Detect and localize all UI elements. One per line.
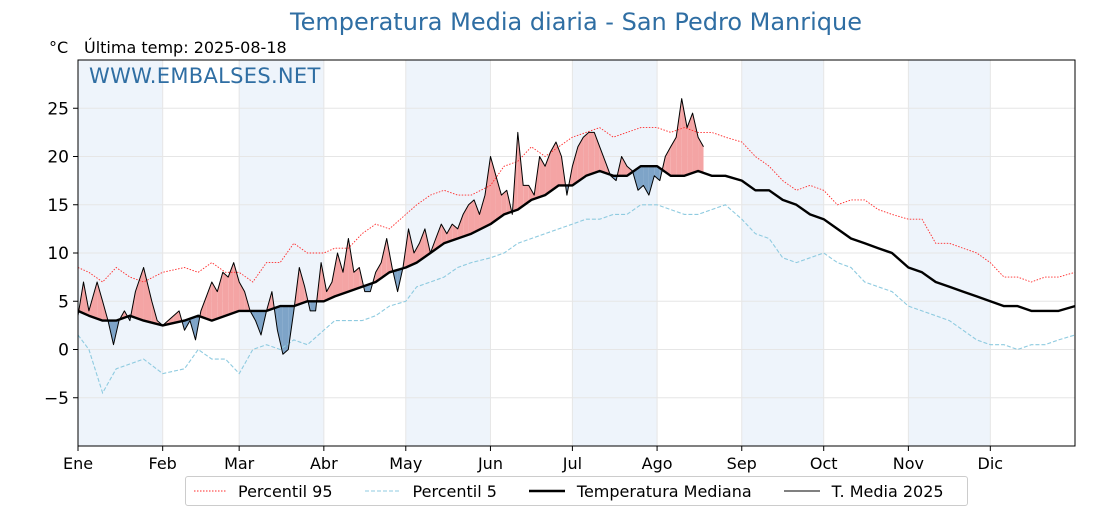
x-tick-label-jun: Jun — [477, 454, 503, 473]
legend-item-p5: Percentil 5 — [365, 482, 497, 501]
anomaly-fill — [337, 253, 342, 295]
anomaly-fill — [540, 157, 545, 198]
x-tick-label-feb: Feb — [149, 454, 177, 473]
anomaly-fill — [206, 282, 211, 321]
x-tick-label-ago: Ago — [642, 454, 673, 473]
y-tick-label: 0 — [58, 341, 69, 361]
y-tick-label: 5 — [58, 292, 69, 312]
legend-item-current: T. Media 2025 — [784, 482, 944, 501]
legend-label-current: T. Media 2025 — [832, 482, 944, 501]
anomaly-fill — [693, 113, 698, 173]
y-tick-label: 25 — [47, 99, 69, 119]
legend-swatch-median — [529, 486, 565, 496]
anomaly-fill — [496, 176, 501, 220]
legend-item-p95: Percentil 95 — [194, 482, 333, 501]
anomaly-fill — [223, 272, 228, 316]
anomaly-fill — [671, 137, 676, 176]
y-tick-label: 15 — [47, 196, 69, 216]
watermark: WWW.EMBALSES.NET — [89, 64, 321, 88]
anomaly-fill — [589, 132, 594, 174]
legend-swatch-current — [784, 486, 820, 496]
anomaly-fill — [217, 272, 222, 318]
x-tick-label-jul: Jul — [562, 454, 582, 473]
x-tick-label-mar: Mar — [224, 454, 255, 473]
x-tick-label-oct: Oct — [810, 454, 838, 473]
legend-item-median: Temperatura Mediana — [529, 482, 752, 501]
legend-swatch-p5 — [365, 486, 401, 496]
anomaly-fill — [687, 113, 692, 175]
y-tick-label: −5 — [44, 389, 69, 409]
x-tick-label-nov: Nov — [893, 454, 924, 473]
legend: Percentil 95 Percentil 5 Temperatura Med… — [185, 476, 968, 506]
y-tick-label: 20 — [47, 148, 69, 168]
anomaly-fill — [469, 200, 474, 235]
legend-label-median: Temperatura Mediana — [577, 482, 752, 501]
anomaly-fill — [682, 99, 687, 176]
anomaly-fill — [310, 301, 315, 311]
anomaly-fill — [234, 263, 239, 313]
axis-ticks: 25 20 15 10 5 0 −5 Ene Feb Mar Abr May Jun Jul Ago Sep O… — [44, 99, 1003, 473]
y-tick-label: 10 — [47, 244, 69, 264]
legend-label-p95: Percentil 95 — [238, 482, 333, 501]
x-tick-label-dic: Dic — [978, 454, 1004, 473]
x-tick-label-may: May — [389, 454, 422, 473]
anomaly-fill — [354, 267, 359, 289]
legend-swatch-p95 — [194, 486, 226, 496]
legend-label-p5: Percentil 5 — [413, 482, 497, 501]
x-tick-label-sep: Sep — [727, 454, 757, 473]
anomaly-fill — [676, 99, 681, 176]
anomaly-fill — [583, 132, 588, 177]
x-tick-label-ene: Ene — [63, 454, 93, 473]
x-tick-label-abr: Abr — [310, 454, 338, 473]
